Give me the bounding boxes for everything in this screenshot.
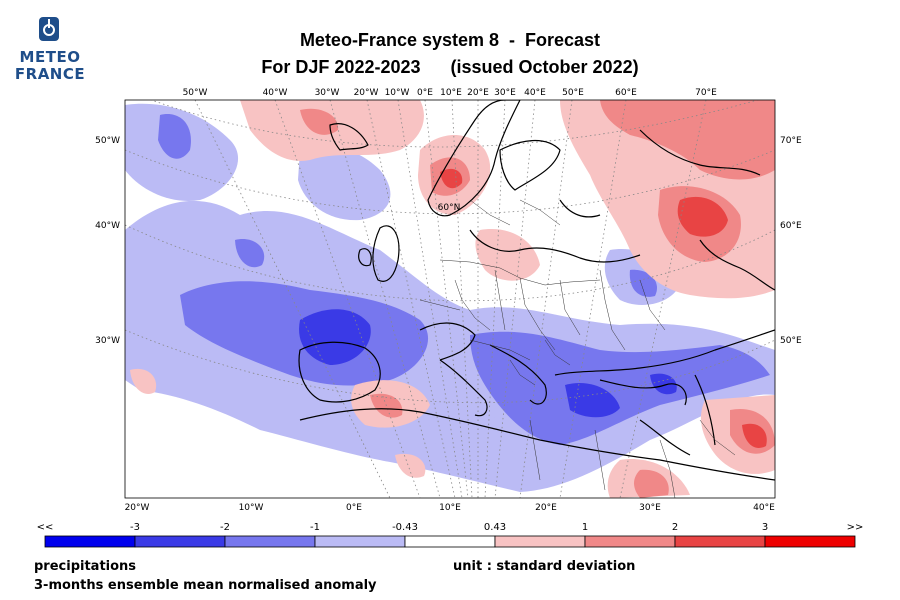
lon-label: 50°E <box>562 88 584 98</box>
lon-label: 20°E <box>535 503 557 513</box>
variable-name: precipitations <box>34 559 137 574</box>
colorbar-tick-label: 2 <box>672 522 678 533</box>
side-label: 60°E <box>780 221 802 231</box>
meteo-france-emblem-icon <box>39 17 59 41</box>
colorbar-tick-label: >> <box>847 522 864 533</box>
side-label: 30°W <box>95 336 120 346</box>
side-label: 40°W <box>95 221 120 231</box>
colorbar-tick-label: -1 <box>310 522 320 533</box>
latitude-label-60n: 60°N <box>438 203 461 213</box>
description-label: 3-months ensemble mean normalised anomal… <box>34 578 377 593</box>
side-label: 50°E <box>780 336 802 346</box>
right-side-labels: 70°E 60°E 50°E <box>780 136 802 346</box>
colorbar-tick-label: -2 <box>220 522 230 533</box>
colorbar-tick-label: -3 <box>130 522 140 533</box>
map-frame <box>124 99 776 499</box>
left-side-labels: 50°W 40°W 30°W <box>95 136 120 346</box>
lon-label: 0°E <box>346 503 362 513</box>
logo-word-france: FRANCE <box>14 65 86 83</box>
lon-label: 50°W <box>183 88 208 98</box>
colorbar-box <box>224 535 316 548</box>
colorbar-box <box>134 535 226 548</box>
colorbar-tick-label: 0.43 <box>484 522 506 533</box>
colorbar-box <box>674 535 766 548</box>
colorbar-box <box>494 535 586 548</box>
lon-label: 20°W <box>125 503 150 513</box>
lon-label: 20°W <box>354 88 379 98</box>
lon-label: 30°E <box>494 88 516 98</box>
lon-label: 30°W <box>315 88 340 98</box>
colorbar-box <box>764 535 856 548</box>
lon-label: 10°W <box>385 88 410 98</box>
colorbar-box <box>44 535 136 548</box>
country-borders <box>419 199 736 498</box>
lon-label: 10°E <box>439 503 461 513</box>
logo-word-meteo: METEO <box>19 48 81 66</box>
colorbar-tick-label: << <box>37 522 54 533</box>
anomaly-field <box>125 100 775 498</box>
lon-label: 10°W <box>239 503 264 513</box>
colorbar-tick-labels: << -3 -2 -1 -0.43 0.43 1 2 3 >> <box>37 522 864 533</box>
graticule <box>125 100 775 498</box>
lon-label: 30°E <box>639 503 661 513</box>
anomaly-dark-red <box>440 168 767 448</box>
coastlines <box>298 100 775 481</box>
bottom-longitude-labels: 20°W 10°W 0°E 10°E 20°E 30°E 40°E <box>125 503 776 513</box>
lon-label: 70°E <box>695 88 717 98</box>
meteo-france-logo: METEO FRANCE <box>14 14 88 86</box>
anomaly-dark-blue <box>299 309 677 418</box>
lon-label: 40°W <box>263 88 288 98</box>
lon-label: 10°E <box>440 88 462 98</box>
colorbar-boxes <box>44 535 856 548</box>
colorbar-tick-label: 1 <box>582 522 588 533</box>
lon-label: 20°E <box>467 88 489 98</box>
colorbar-tick-label: 3 <box>762 522 768 533</box>
unit-label: unit : standard deviation <box>453 559 636 574</box>
colorbar-box <box>404 535 496 548</box>
colorbar-tick-label: -0.43 <box>392 522 418 533</box>
chart-title: Meteo-France system 8 - Forecast <box>299 30 601 50</box>
lon-label: 60°E <box>615 88 637 98</box>
lon-label: 40°E <box>524 88 546 98</box>
side-label: 50°W <box>95 136 120 146</box>
colorbar-box <box>314 535 406 548</box>
colorbar-box <box>584 535 676 548</box>
chart-subtitle: For DJF 2022-2023 (issued October 2022) <box>261 57 639 77</box>
lon-label: 40°E <box>753 503 775 513</box>
lon-label: 0°E <box>417 88 433 98</box>
top-longitude-labels: 50°W 40°W 30°W 20°W 10°W 0°E 10°E 20°E 3… <box>183 88 718 98</box>
side-label: 70°E <box>780 136 802 146</box>
